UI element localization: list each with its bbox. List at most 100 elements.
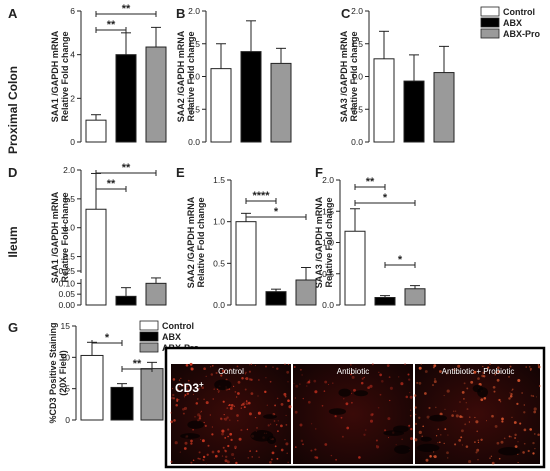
panel-letter-g: G (8, 320, 18, 335)
stain-dot (460, 429, 464, 433)
stain-dot (276, 457, 279, 460)
stain-dot (418, 430, 422, 434)
panel-letter-b: B (176, 6, 185, 21)
stain-dot (309, 379, 311, 381)
stain-dot (192, 429, 194, 431)
stain-dot (224, 437, 227, 439)
stain-dot (224, 455, 228, 459)
stain-dot (204, 424, 207, 427)
stain-dot (223, 418, 225, 420)
y-tick-label-d-6: 1.5 (63, 194, 75, 204)
legend-top: Control ABX ABX-Pro (480, 6, 541, 39)
stain-dot (420, 363, 422, 365)
stain-dot (249, 450, 251, 453)
stain-dot (230, 438, 233, 442)
stain-dot (351, 392, 353, 394)
stain-dot (353, 388, 356, 392)
stain-dot (293, 382, 295, 384)
stain-dot (277, 420, 279, 422)
stain-dot (299, 368, 302, 371)
stain-dot (476, 430, 478, 433)
stain-dot (178, 379, 181, 381)
chart-panel-c: C SAA3 /GAPDH mRNA Relative Fold change 0.0… (339, 6, 455, 147)
lumen-shape (498, 447, 521, 456)
stain-dot (477, 459, 479, 461)
stain-dot (236, 365, 239, 368)
legend-bottom-swatch-abx (139, 331, 159, 342)
y-tick-label-d-5: 1.0 (63, 223, 75, 233)
stain-dot (170, 420, 173, 424)
stain-dot (267, 424, 270, 427)
stain-dot (205, 375, 207, 378)
stain-dot (237, 420, 239, 422)
stain-dot (489, 457, 491, 459)
stain-dot (190, 367, 194, 371)
stain-dot (233, 457, 235, 459)
stain-dot (211, 450, 215, 454)
stain-dot (224, 450, 227, 453)
stain-dot (245, 400, 248, 402)
stain-dot (258, 379, 260, 381)
stain-dot (481, 374, 484, 378)
stain-dot (327, 383, 330, 386)
stain-dot (387, 437, 390, 439)
stain-dot (414, 438, 418, 442)
stain-dot (284, 438, 286, 441)
stain-dot (424, 392, 427, 395)
stain-dot (287, 399, 290, 402)
stain-dot (221, 455, 224, 457)
stain-dot (198, 387, 201, 390)
stain-dot (350, 364, 352, 366)
stain-dot (379, 373, 383, 377)
legend-bottom-label-control: Control (162, 321, 194, 331)
stain-dot (210, 366, 212, 368)
stain-dot (422, 425, 425, 428)
stain-dot (474, 441, 476, 443)
y-tick-label-a-0: 0 (70, 137, 75, 147)
stain-dot (525, 366, 527, 368)
bar-b-1 (240, 51, 262, 143)
stain-dot (314, 456, 317, 459)
stain-dot (302, 443, 304, 446)
stain-dot (170, 460, 173, 463)
stain-dot (314, 448, 317, 451)
stain-dot (408, 424, 411, 427)
y-tick-label-d-0: 0.00 (58, 300, 75, 310)
stain-dot (523, 411, 526, 414)
stain-dot (534, 447, 536, 450)
stain-dot (418, 381, 422, 385)
micrograph-box: Control Antibiotic Antibiotic + Probioti… (164, 346, 546, 469)
stain-dot (186, 388, 189, 392)
stain-dot (437, 442, 439, 444)
stain-dot (184, 394, 187, 397)
stain-dot (178, 385, 181, 387)
stain-dot (310, 423, 313, 425)
stain-dot (446, 389, 450, 393)
sig-stars-d-1: ** (122, 162, 131, 174)
y-axis-title-a-line2: Relative Fold change (60, 31, 70, 121)
stain-dot (350, 373, 353, 376)
stain-dot (226, 407, 229, 410)
y-axis-title-g-line1: %CD3 Positive Staining (48, 322, 58, 423)
lumen-shape (187, 420, 204, 429)
stain-dot (496, 441, 500, 445)
stain-dot (314, 428, 317, 430)
stain-dot (499, 401, 502, 403)
stain-dot (358, 456, 361, 459)
stain-dot (287, 381, 289, 383)
y-axis-title-f-line2: Relative Fold change (324, 197, 334, 287)
y-tick-label-e-3: 1.5 (213, 175, 225, 185)
stain-dot (459, 415, 462, 418)
stain-dot (264, 390, 267, 394)
stain-dot (494, 374, 496, 376)
stain-dot (476, 448, 480, 452)
stain-dot (172, 393, 175, 397)
stain-dot (516, 402, 519, 406)
y-tick-label-d-3: 0.25 (58, 266, 75, 276)
stain-dot (245, 377, 249, 381)
stain-dot (360, 381, 364, 385)
stain-dot (446, 373, 448, 375)
stain-dot (395, 444, 397, 446)
stain-dot (229, 419, 231, 421)
stain-dot (205, 463, 207, 465)
